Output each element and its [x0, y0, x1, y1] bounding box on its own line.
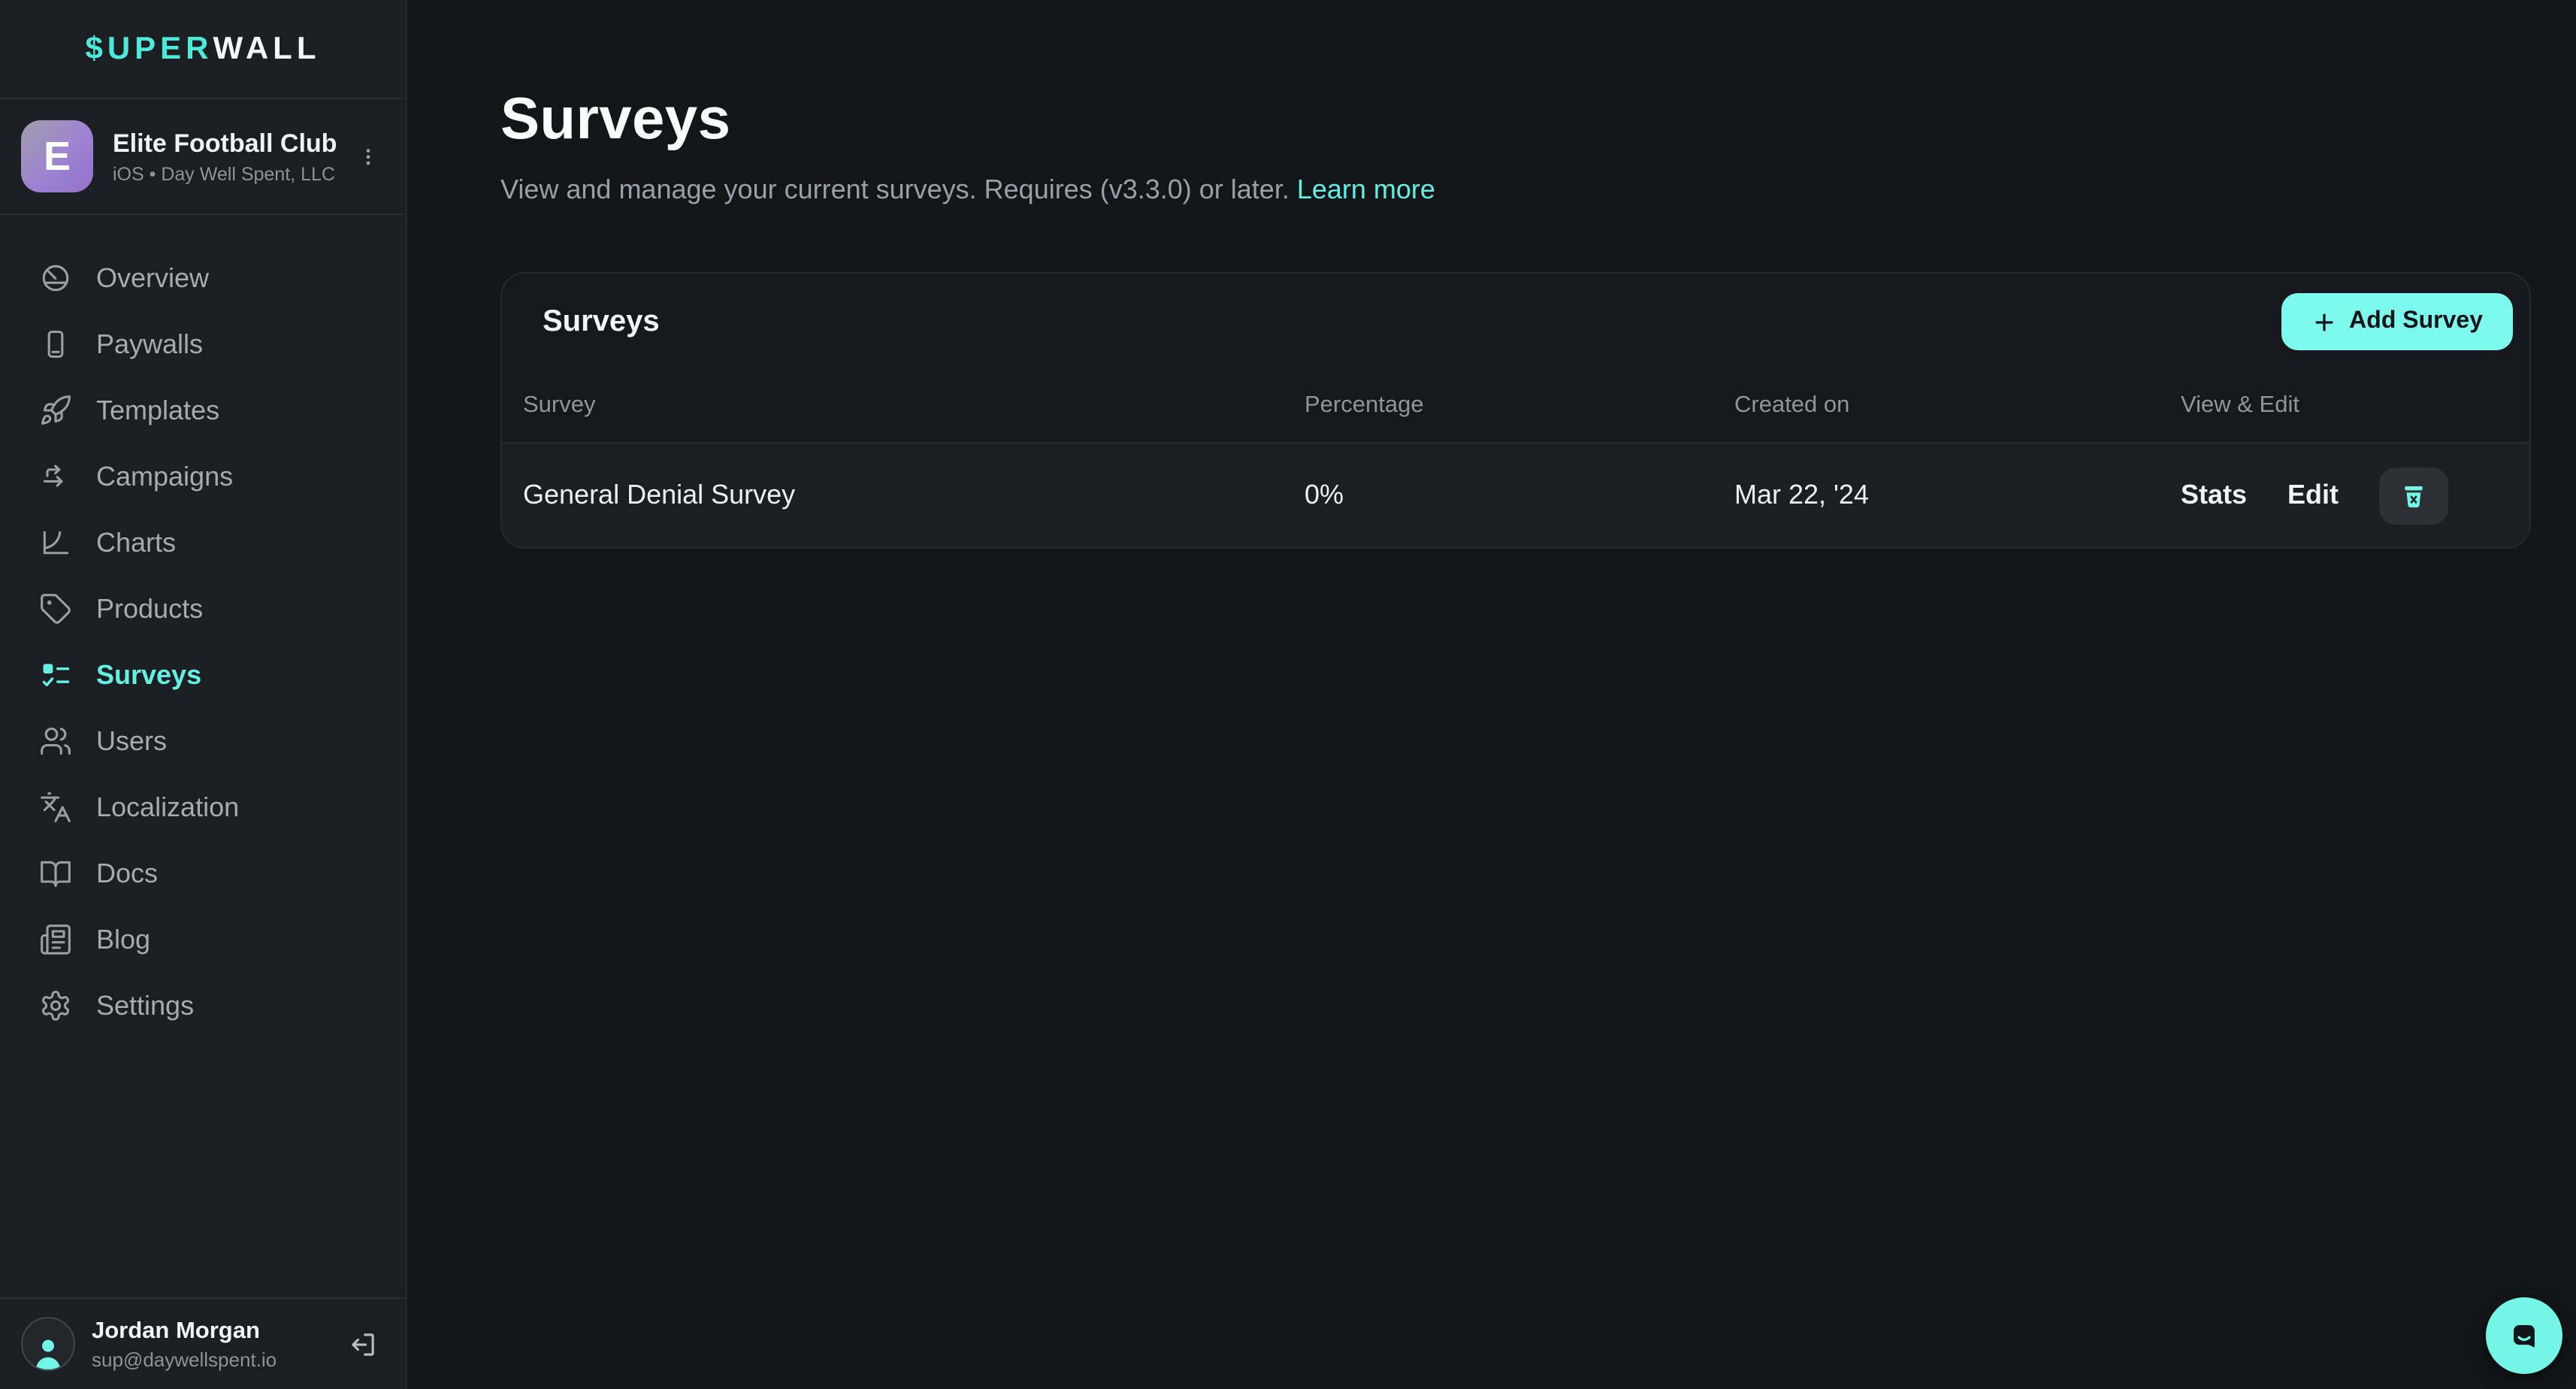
percentage-cell: 0%	[1305, 480, 1344, 510]
main-content: Surveys View and manage your current sur…	[407, 0, 2576, 1389]
sidebar-item-label: Localization	[96, 791, 240, 822]
row-actions: Stats Edit	[2181, 467, 2529, 524]
stats-link[interactable]: Stats	[2181, 480, 2248, 510]
workspace-name: Elite Football Club	[113, 129, 337, 157]
trash-icon	[2399, 480, 2429, 510]
sidebar-item-label: Docs	[96, 858, 159, 888]
user-email: sup@daywellspent.io	[92, 1348, 277, 1370]
gauge-icon	[39, 262, 72, 295]
smartphone-icon	[39, 328, 72, 361]
workspace-switcher[interactable]: E Elite Football Club iOS • Day Well Spe…	[0, 99, 406, 215]
sidebar-item-campaigns[interactable]: Campaigns	[0, 443, 406, 510]
created-on-cell: Mar 22, '24	[1734, 480, 1869, 510]
add-survey-label: Add Survey	[2349, 308, 2483, 334]
workspace-avatar: E	[21, 120, 93, 192]
sidebar-item-label: Blog	[96, 924, 151, 954]
page-subtitle-text: View and manage your current surveys. Re…	[500, 174, 1290, 204]
sidebar-item-label: Users	[96, 725, 168, 755]
tag-icon	[39, 592, 72, 625]
sidebar-item-label: Overview	[96, 262, 210, 292]
sidebar-spacer	[0, 1054, 406, 1297]
workspace-subtitle: iOS • Day Well Spent, LLC	[113, 163, 335, 184]
panel-title: Surveys	[543, 304, 660, 337]
sidebar: $UPER WALL E Elite Football Club iOS • Da…	[0, 0, 407, 1389]
sidebar-item-settings[interactable]: Settings	[0, 973, 406, 1039]
sidebar-item-label: Surveys	[96, 659, 202, 689]
plus-icon	[2311, 309, 2337, 334]
superwall-logo: $UPER WALL	[0, 0, 406, 99]
column-header-created-on: Created on	[1734, 392, 1850, 418]
book-open-icon	[39, 857, 72, 890]
workspace-meta: Elite Football Club iOS • Day Well Spent…	[113, 129, 337, 184]
edit-link[interactable]: Edit	[2287, 480, 2339, 510]
chat-bubble-icon	[2504, 1315, 2544, 1356]
sidebar-item-templates[interactable]: Templates	[0, 377, 406, 443]
table-header: Survey Percentage Created on View & Edit	[502, 370, 2529, 442]
sidebar-item-users[interactable]: Users	[0, 708, 406, 774]
sidebar-item-label: Campaigns	[96, 461, 234, 491]
newspaper-icon	[39, 923, 72, 956]
delete-survey-button[interactable]	[2379, 467, 2449, 524]
sidebar-item-paywalls[interactable]: Paywalls	[0, 311, 406, 377]
sidebar-item-products[interactable]: Products	[0, 576, 406, 642]
table-row: General Denial Survey 0% Mar 22, '24 Sta…	[502, 442, 2529, 547]
learn-more-link[interactable]: Learn more	[1296, 174, 1435, 204]
line-chart-icon	[39, 526, 72, 559]
person-icon	[29, 1333, 68, 1369]
survey-name-cell: General Denial Survey	[523, 480, 796, 510]
panel-header: Surveys Add Survey	[502, 274, 2529, 370]
sidebar-item-label: Products	[96, 593, 204, 623]
sidebar-item-label: Paywalls	[96, 328, 204, 359]
sidebar-item-label: Settings	[96, 990, 195, 1020]
chat-launcher-button[interactable]	[2486, 1297, 2562, 1374]
sidebar-item-localization[interactable]: Localization	[0, 774, 406, 840]
sidebar-item-overview[interactable]: Overview	[0, 245, 406, 311]
user-name: Jordan Morgan	[92, 1318, 260, 1343]
sidebar-item-surveys[interactable]: Surveys	[0, 642, 406, 708]
user-avatar	[21, 1317, 75, 1371]
gear-icon	[39, 989, 72, 1022]
sidebar-nav: Overview Paywalls Templates Campaigns	[0, 215, 406, 1054]
checklist-icon	[39, 658, 72, 691]
column-header-percentage: Percentage	[1305, 392, 1424, 418]
page-subtitle: View and manage your current surveys. Re…	[500, 174, 2531, 206]
column-header-survey: Survey	[523, 392, 596, 418]
add-survey-button[interactable]: Add Survey	[2281, 293, 2513, 350]
logout-icon[interactable]	[347, 1328, 379, 1360]
translate-icon	[39, 791, 72, 824]
sidebar-item-label: Charts	[96, 527, 177, 557]
sidebar-item-docs[interactable]: Docs	[0, 840, 406, 906]
surveys-panel: Surveys Add Survey Survey Percentage Cre…	[500, 272, 2531, 549]
sidebar-item-blog[interactable]: Blog	[0, 906, 406, 973]
kebab-menu-icon[interactable]	[352, 137, 385, 176]
column-header-view-edit: View & Edit	[2181, 392, 2299, 418]
user-meta: Jordan Morgan sup@daywellspent.io	[92, 1318, 277, 1370]
users-icon	[39, 725, 72, 758]
logo-primary: $UPER	[85, 31, 213, 65]
user-section: Jordan Morgan sup@daywellspent.io	[0, 1297, 406, 1389]
shuffle-arrows-icon	[39, 460, 72, 493]
logo-secondary: WALL	[213, 31, 321, 65]
sidebar-item-label: Templates	[96, 395, 220, 425]
rocket-icon	[39, 394, 72, 427]
sidebar-item-charts[interactable]: Charts	[0, 510, 406, 576]
page-title: Surveys	[500, 87, 731, 152]
